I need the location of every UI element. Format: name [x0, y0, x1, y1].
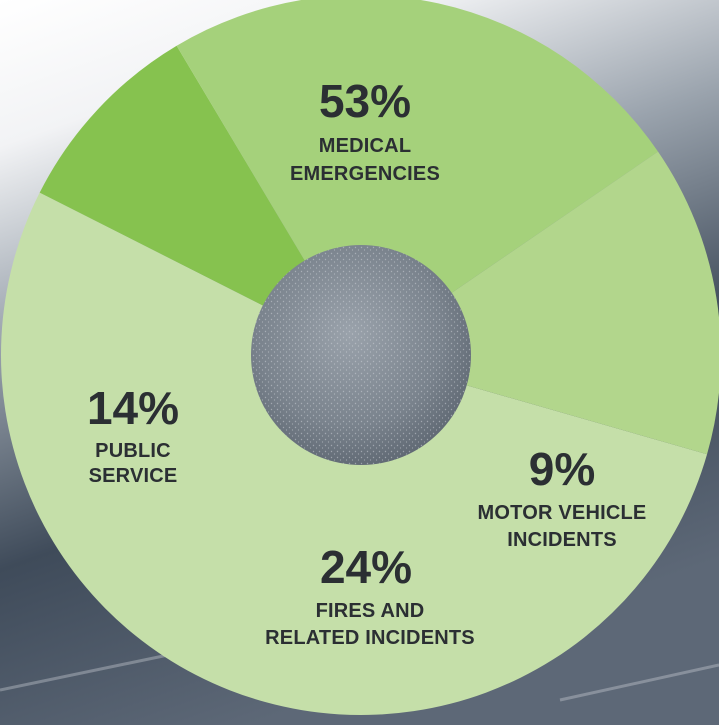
slice-value-label: 14%: [87, 382, 179, 434]
slice-value-label: 9%: [529, 443, 595, 495]
slice-category-label: INCIDENTS: [507, 529, 617, 551]
slice-category-label: EMERGENCIES: [290, 163, 440, 185]
road-marking: [559, 663, 719, 702]
slice-category-label: MOTOR VEHICLE: [478, 502, 647, 524]
donut-hole-texture: [251, 245, 471, 465]
slice-category-label: SERVICE: [89, 465, 178, 487]
pie-slice: [39, 45, 362, 356]
slice-value-label: 53%: [319, 75, 411, 127]
slice-category-label: RELATED INCIDENTS: [265, 627, 475, 649]
slice-category-label: MEDICAL: [319, 135, 412, 157]
slice-value-label: 24%: [320, 541, 412, 593]
slice-category-label: PUBLIC: [95, 440, 171, 462]
slice-category-label: FIRES AND: [316, 600, 425, 622]
pie-slice: [176, 0, 659, 355]
